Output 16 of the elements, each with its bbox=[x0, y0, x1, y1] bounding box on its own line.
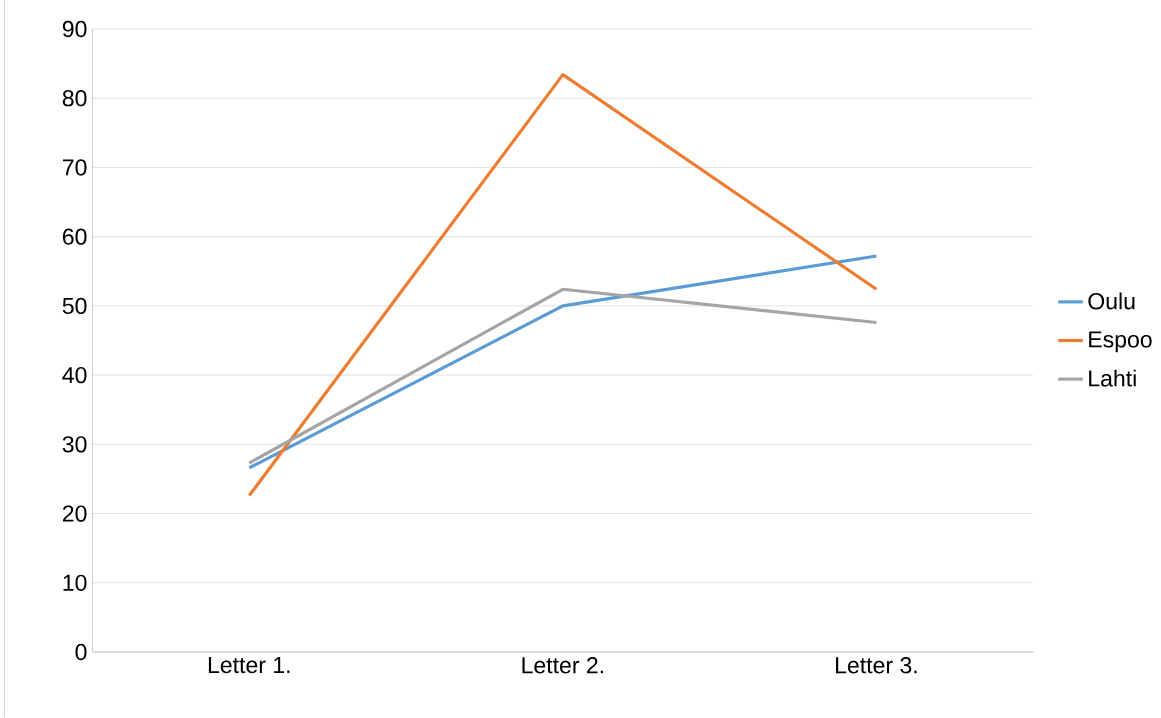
y-tick-label: 20 bbox=[62, 505, 87, 522]
x-tick-label: Letter 3. bbox=[836, 657, 917, 674]
x-tick-label: Letter 1. bbox=[208, 657, 290, 674]
legend-label: Lahti bbox=[1089, 369, 1136, 387]
y-tick-label: 30 bbox=[62, 436, 87, 453]
x-tick-label: Letter 2. bbox=[522, 657, 604, 674]
y-tick-label: 90 bbox=[62, 20, 87, 38]
y-tick-label: 70 bbox=[62, 159, 87, 176]
y-tick-label: 0 bbox=[75, 643, 87, 661]
legend-label: Espoo bbox=[1089, 331, 1152, 353]
y-tick-label: 60 bbox=[62, 228, 87, 245]
y-tick-label: 10 bbox=[63, 574, 87, 591]
legend-label: Oulu bbox=[1088, 292, 1135, 310]
y-tick-label: 40 bbox=[62, 367, 87, 384]
y-tick-label: 50 bbox=[62, 297, 87, 315]
y-tick-label: 80 bbox=[62, 90, 87, 107]
